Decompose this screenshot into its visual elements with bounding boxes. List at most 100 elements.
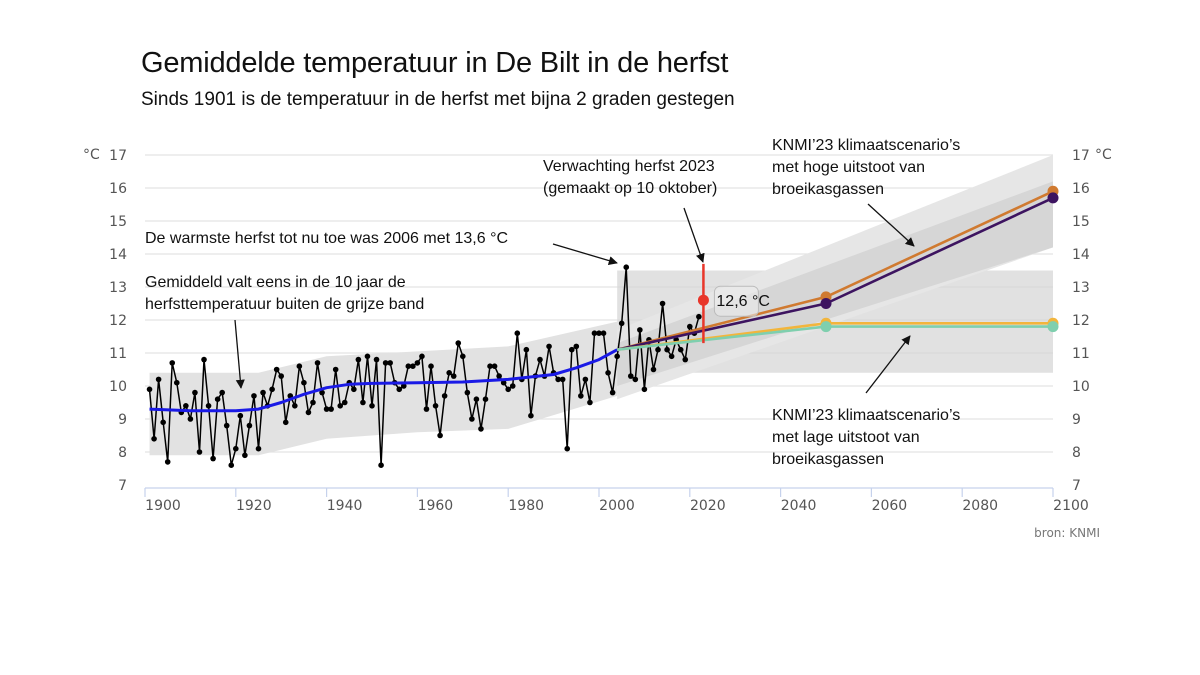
- data-point: [323, 406, 330, 412]
- y-unit-left: °C: [83, 147, 100, 163]
- data-point: [460, 353, 466, 360]
- band-0: [149, 321, 618, 456]
- data-point: [432, 403, 439, 409]
- data-point: [341, 399, 348, 406]
- data-point: [228, 462, 235, 469]
- data-point: [500, 379, 507, 386]
- series-line-1: [149, 348, 618, 413]
- data-point: [573, 343, 580, 350]
- arrow-warmest: [552, 243, 618, 266]
- data-point: [632, 376, 639, 383]
- data-point: [437, 432, 443, 439]
- data-point: [201, 356, 207, 363]
- y-tick-label-right: 9: [1072, 412, 1081, 428]
- data-point: [251, 393, 257, 399]
- data-point: [505, 386, 512, 393]
- data-point: [310, 399, 316, 406]
- y-tick-label-right: 16: [1072, 181, 1090, 197]
- data-point: [282, 419, 289, 426]
- chart-subtitle: Sinds 1901 is de temperatuur in de herfs…: [141, 89, 735, 110]
- data-point: [246, 422, 253, 429]
- x-tick-label: 1960: [418, 498, 454, 514]
- data-point: [496, 373, 502, 379]
- data-point: [559, 376, 566, 383]
- y-tick-label-right: 15: [1072, 214, 1090, 230]
- data-point: [637, 327, 643, 333]
- y-tick-label-right: 14: [1072, 247, 1090, 263]
- scenario-endpoint: [1047, 321, 1059, 333]
- data-point: [328, 406, 334, 412]
- data-point: [564, 445, 571, 452]
- data-point: [292, 403, 298, 409]
- scenario-endpoint: [820, 298, 832, 309]
- data-point: [301, 379, 307, 386]
- data-point: [319, 389, 325, 396]
- data-point: [609, 389, 616, 396]
- x-tick-label: 2100: [1053, 498, 1089, 514]
- data-point: [164, 459, 171, 465]
- data-point: [242, 452, 248, 459]
- y-tick-label-left: 7: [118, 478, 127, 494]
- y-tick-label-left: 9: [118, 412, 127, 428]
- data-point: [210, 455, 216, 462]
- data-point: [614, 353, 620, 360]
- series: [146, 185, 1059, 469]
- data-point: [618, 320, 625, 327]
- data-point: [396, 386, 403, 393]
- y-tick-label-left: 15: [109, 214, 127, 230]
- data-point: [373, 356, 380, 363]
- y-tick-label-left: 10: [109, 379, 127, 395]
- y-tick-label-right: 8: [1072, 445, 1081, 461]
- data-point: [364, 353, 371, 360]
- data-point: [650, 366, 657, 373]
- data-point: [514, 330, 521, 337]
- source-label: bron: KNMI: [1034, 526, 1100, 540]
- x-tick-label: 1900: [145, 498, 181, 514]
- x-tick-label: 1920: [236, 498, 272, 514]
- y-tick-label-right: 12: [1072, 313, 1090, 329]
- x-tick-label: 2040: [781, 498, 817, 514]
- y-unit-right: °C: [1095, 147, 1112, 163]
- annotation-warmest: De warmste herfst tot nu toe was 2006 me…: [145, 230, 508, 247]
- data-point: [410, 363, 416, 370]
- data-point: [405, 363, 412, 370]
- data-point: [578, 393, 584, 399]
- data-point: [155, 376, 162, 383]
- data-point: [696, 313, 702, 320]
- data-point: [360, 399, 366, 406]
- data-point: [169, 360, 176, 366]
- y-tick-label-right: 10: [1072, 379, 1090, 395]
- data-point: [423, 406, 430, 412]
- data-point: [160, 419, 166, 426]
- data-point: [214, 396, 221, 403]
- data-point: [600, 330, 607, 337]
- data-point: [314, 360, 321, 366]
- data-point: [537, 356, 543, 363]
- y-tick-label-right: 17: [1072, 148, 1090, 164]
- data-point: [464, 389, 471, 396]
- y-tick-label-left: 11: [109, 346, 127, 362]
- forecast-label-box: [713, 285, 759, 317]
- data-point: [441, 393, 448, 399]
- forecast-point: [697, 294, 709, 306]
- data-point: [237, 412, 244, 419]
- x-tick-label: 2020: [690, 498, 726, 514]
- data-point: [223, 422, 230, 429]
- annotation-forecast: Verwachting herfst 2023 (gemaakt op 10 o…: [543, 158, 719, 197]
- scenario-endpoint: [820, 321, 832, 333]
- data-point: [546, 343, 552, 350]
- data-point: [455, 340, 462, 346]
- data-point: [205, 403, 212, 409]
- data-point: [491, 363, 498, 370]
- data-point: [596, 330, 602, 337]
- chart-title: Gemiddelde temperatuur in De Bilt in de …: [141, 47, 729, 79]
- data-point: [509, 383, 516, 389]
- x-tick-label: 2080: [962, 498, 998, 514]
- y-tick-label-left: 13: [109, 280, 127, 296]
- scenario-endpoint: [1047, 192, 1059, 204]
- data-point: [555, 376, 561, 383]
- data-point: [296, 363, 303, 370]
- forecast-label: 12,6 °C: [716, 293, 770, 310]
- data-point: [305, 409, 312, 416]
- data-point: [369, 403, 375, 409]
